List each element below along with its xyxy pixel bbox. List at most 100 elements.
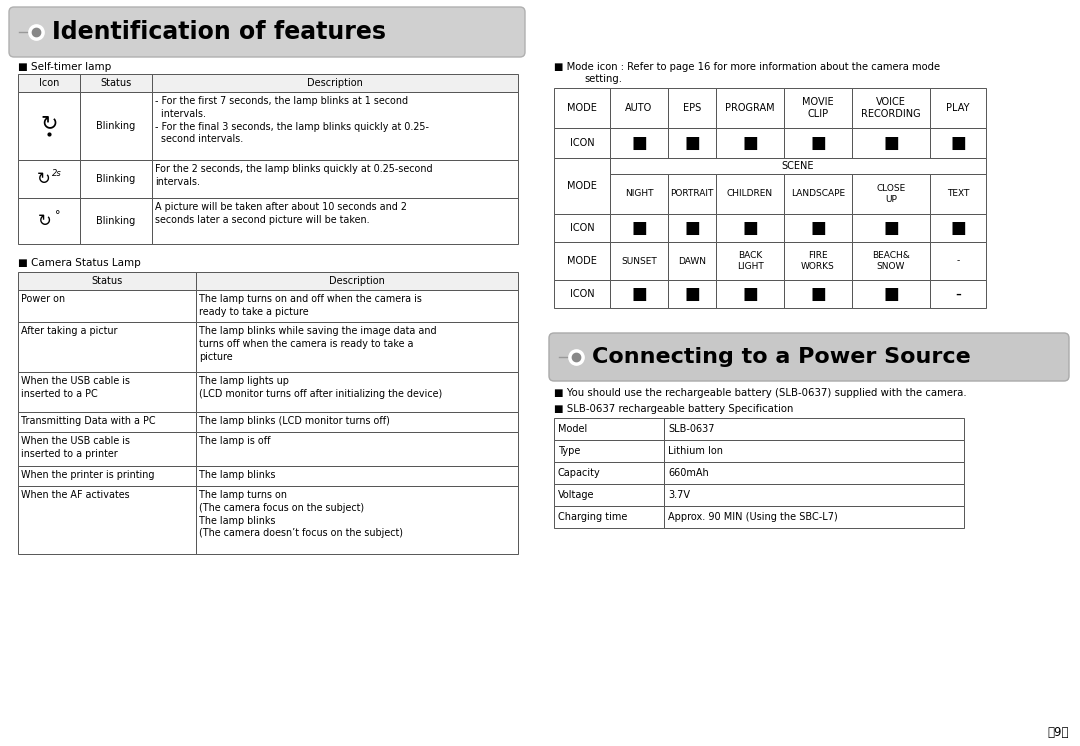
Bar [784, 174, 852, 214]
Bar [930, 242, 986, 280]
Bar [554, 506, 664, 528]
Bar [80, 92, 152, 160]
Text: Model: Model [558, 424, 588, 434]
Text: MODE: MODE [567, 256, 597, 266]
Bar [195, 272, 518, 290]
Text: DAWN: DAWN [678, 257, 706, 266]
Bar [152, 198, 518, 244]
Bar [930, 280, 986, 308]
Text: A picture will be taken after about 10 seconds and 2
seconds later a second pict: A picture will be taken after about 10 s… [156, 202, 407, 225]
Bar [664, 462, 964, 484]
Text: Blinking: Blinking [96, 216, 136, 226]
Text: The lamp blinks (LCD monitor turns off): The lamp blinks (LCD monitor turns off) [199, 416, 390, 426]
Text: ■: ■ [742, 285, 758, 303]
Text: ■: ■ [950, 219, 966, 237]
Text: ↻: ↻ [40, 113, 57, 133]
Text: SUNSET: SUNSET [621, 257, 657, 266]
Bar [554, 128, 610, 158]
Text: °: ° [55, 210, 60, 220]
Text: setting.: setting. [584, 74, 622, 84]
Text: After taking a pictur: After taking a pictur [21, 326, 118, 336]
Text: Voltage: Voltage [558, 490, 594, 500]
Text: FIRE
WORKS: FIRE WORKS [801, 251, 835, 272]
Bar [852, 88, 930, 128]
Text: EPS: EPS [683, 103, 701, 113]
Text: ■: ■ [631, 285, 647, 303]
Text: Status: Status [92, 276, 123, 286]
Text: Status: Status [100, 78, 132, 88]
Bar [664, 440, 964, 462]
Bar [18, 272, 195, 290]
Bar [18, 322, 195, 372]
Bar [18, 432, 195, 466]
Text: Charging time: Charging time [558, 512, 627, 522]
Bar [664, 418, 964, 440]
Bar [195, 290, 518, 322]
Text: ■: ■ [684, 219, 700, 237]
Bar [784, 214, 852, 242]
Bar [18, 160, 80, 198]
Text: Transmitting Data with a PC: Transmitting Data with a PC [21, 416, 156, 426]
Text: ■: ■ [883, 134, 899, 152]
Bar [716, 174, 784, 214]
Text: ICON: ICON [569, 138, 594, 148]
Bar [784, 242, 852, 280]
FancyBboxPatch shape [549, 333, 1069, 381]
Bar [852, 214, 930, 242]
Text: ■: ■ [810, 285, 826, 303]
Bar [930, 174, 986, 214]
Bar [716, 88, 784, 128]
Text: Type: Type [558, 446, 580, 456]
Text: ■: ■ [631, 134, 647, 152]
Bar [195, 466, 518, 486]
Text: For the 2 seconds, the lamp blinks quickly at 0.25-second
intervals.: For the 2 seconds, the lamp blinks quick… [156, 164, 433, 186]
Text: The lamp turns on
(The camera focus on the subject)
The lamp blinks
(The camera : The lamp turns on (The camera focus on t… [199, 490, 403, 539]
Bar [195, 372, 518, 412]
Bar [80, 160, 152, 198]
Text: 2s: 2s [52, 169, 62, 178]
Bar [784, 280, 852, 308]
Text: SCENE: SCENE [782, 161, 814, 171]
Bar [610, 158, 986, 174]
Text: Capacity: Capacity [558, 468, 600, 478]
Text: BACK
LIGHT: BACK LIGHT [737, 251, 764, 272]
Bar [930, 214, 986, 242]
Text: PLAY: PLAY [946, 103, 970, 113]
Bar [554, 462, 664, 484]
FancyBboxPatch shape [9, 7, 525, 57]
Text: Blinking: Blinking [96, 174, 136, 184]
Bar [852, 280, 930, 308]
Text: The lamp lights up
(LCD monitor turns off after initializing the device): The lamp lights up (LCD monitor turns of… [199, 376, 442, 399]
Bar [716, 242, 784, 280]
Text: The lamp is off: The lamp is off [199, 436, 270, 446]
Bar [669, 214, 716, 242]
Bar [716, 280, 784, 308]
Bar [784, 128, 852, 158]
Bar [554, 484, 664, 506]
Text: VOICE
RECORDING: VOICE RECORDING [861, 96, 921, 119]
Bar [18, 198, 80, 244]
Bar [852, 128, 930, 158]
Text: -: - [955, 285, 961, 303]
Text: When the USB cable is
inserted to a PC: When the USB cable is inserted to a PC [21, 376, 130, 399]
Bar [18, 466, 195, 486]
Text: ↻: ↻ [38, 212, 52, 230]
Bar [195, 432, 518, 466]
Bar [18, 74, 80, 92]
Bar [18, 486, 195, 554]
Text: ↻: ↻ [37, 170, 51, 188]
Text: LANDSCAPE: LANDSCAPE [791, 189, 845, 198]
Bar [610, 214, 669, 242]
Bar [554, 440, 664, 462]
Text: 3.7V: 3.7V [669, 490, 690, 500]
Text: Power on: Power on [21, 294, 65, 304]
Bar [610, 280, 669, 308]
Text: MODE: MODE [567, 181, 597, 191]
Text: The lamp turns on and off when the camera is
ready to take a picture: The lamp turns on and off when the camer… [199, 294, 422, 317]
Bar [930, 128, 986, 158]
Text: CHILDREN: CHILDREN [727, 189, 773, 198]
Text: ■: ■ [883, 285, 899, 303]
Text: SLB-0637: SLB-0637 [669, 424, 715, 434]
Text: Approx. 90 MIN (Using the SBC-L7): Approx. 90 MIN (Using the SBC-L7) [669, 512, 838, 522]
Bar [716, 214, 784, 242]
